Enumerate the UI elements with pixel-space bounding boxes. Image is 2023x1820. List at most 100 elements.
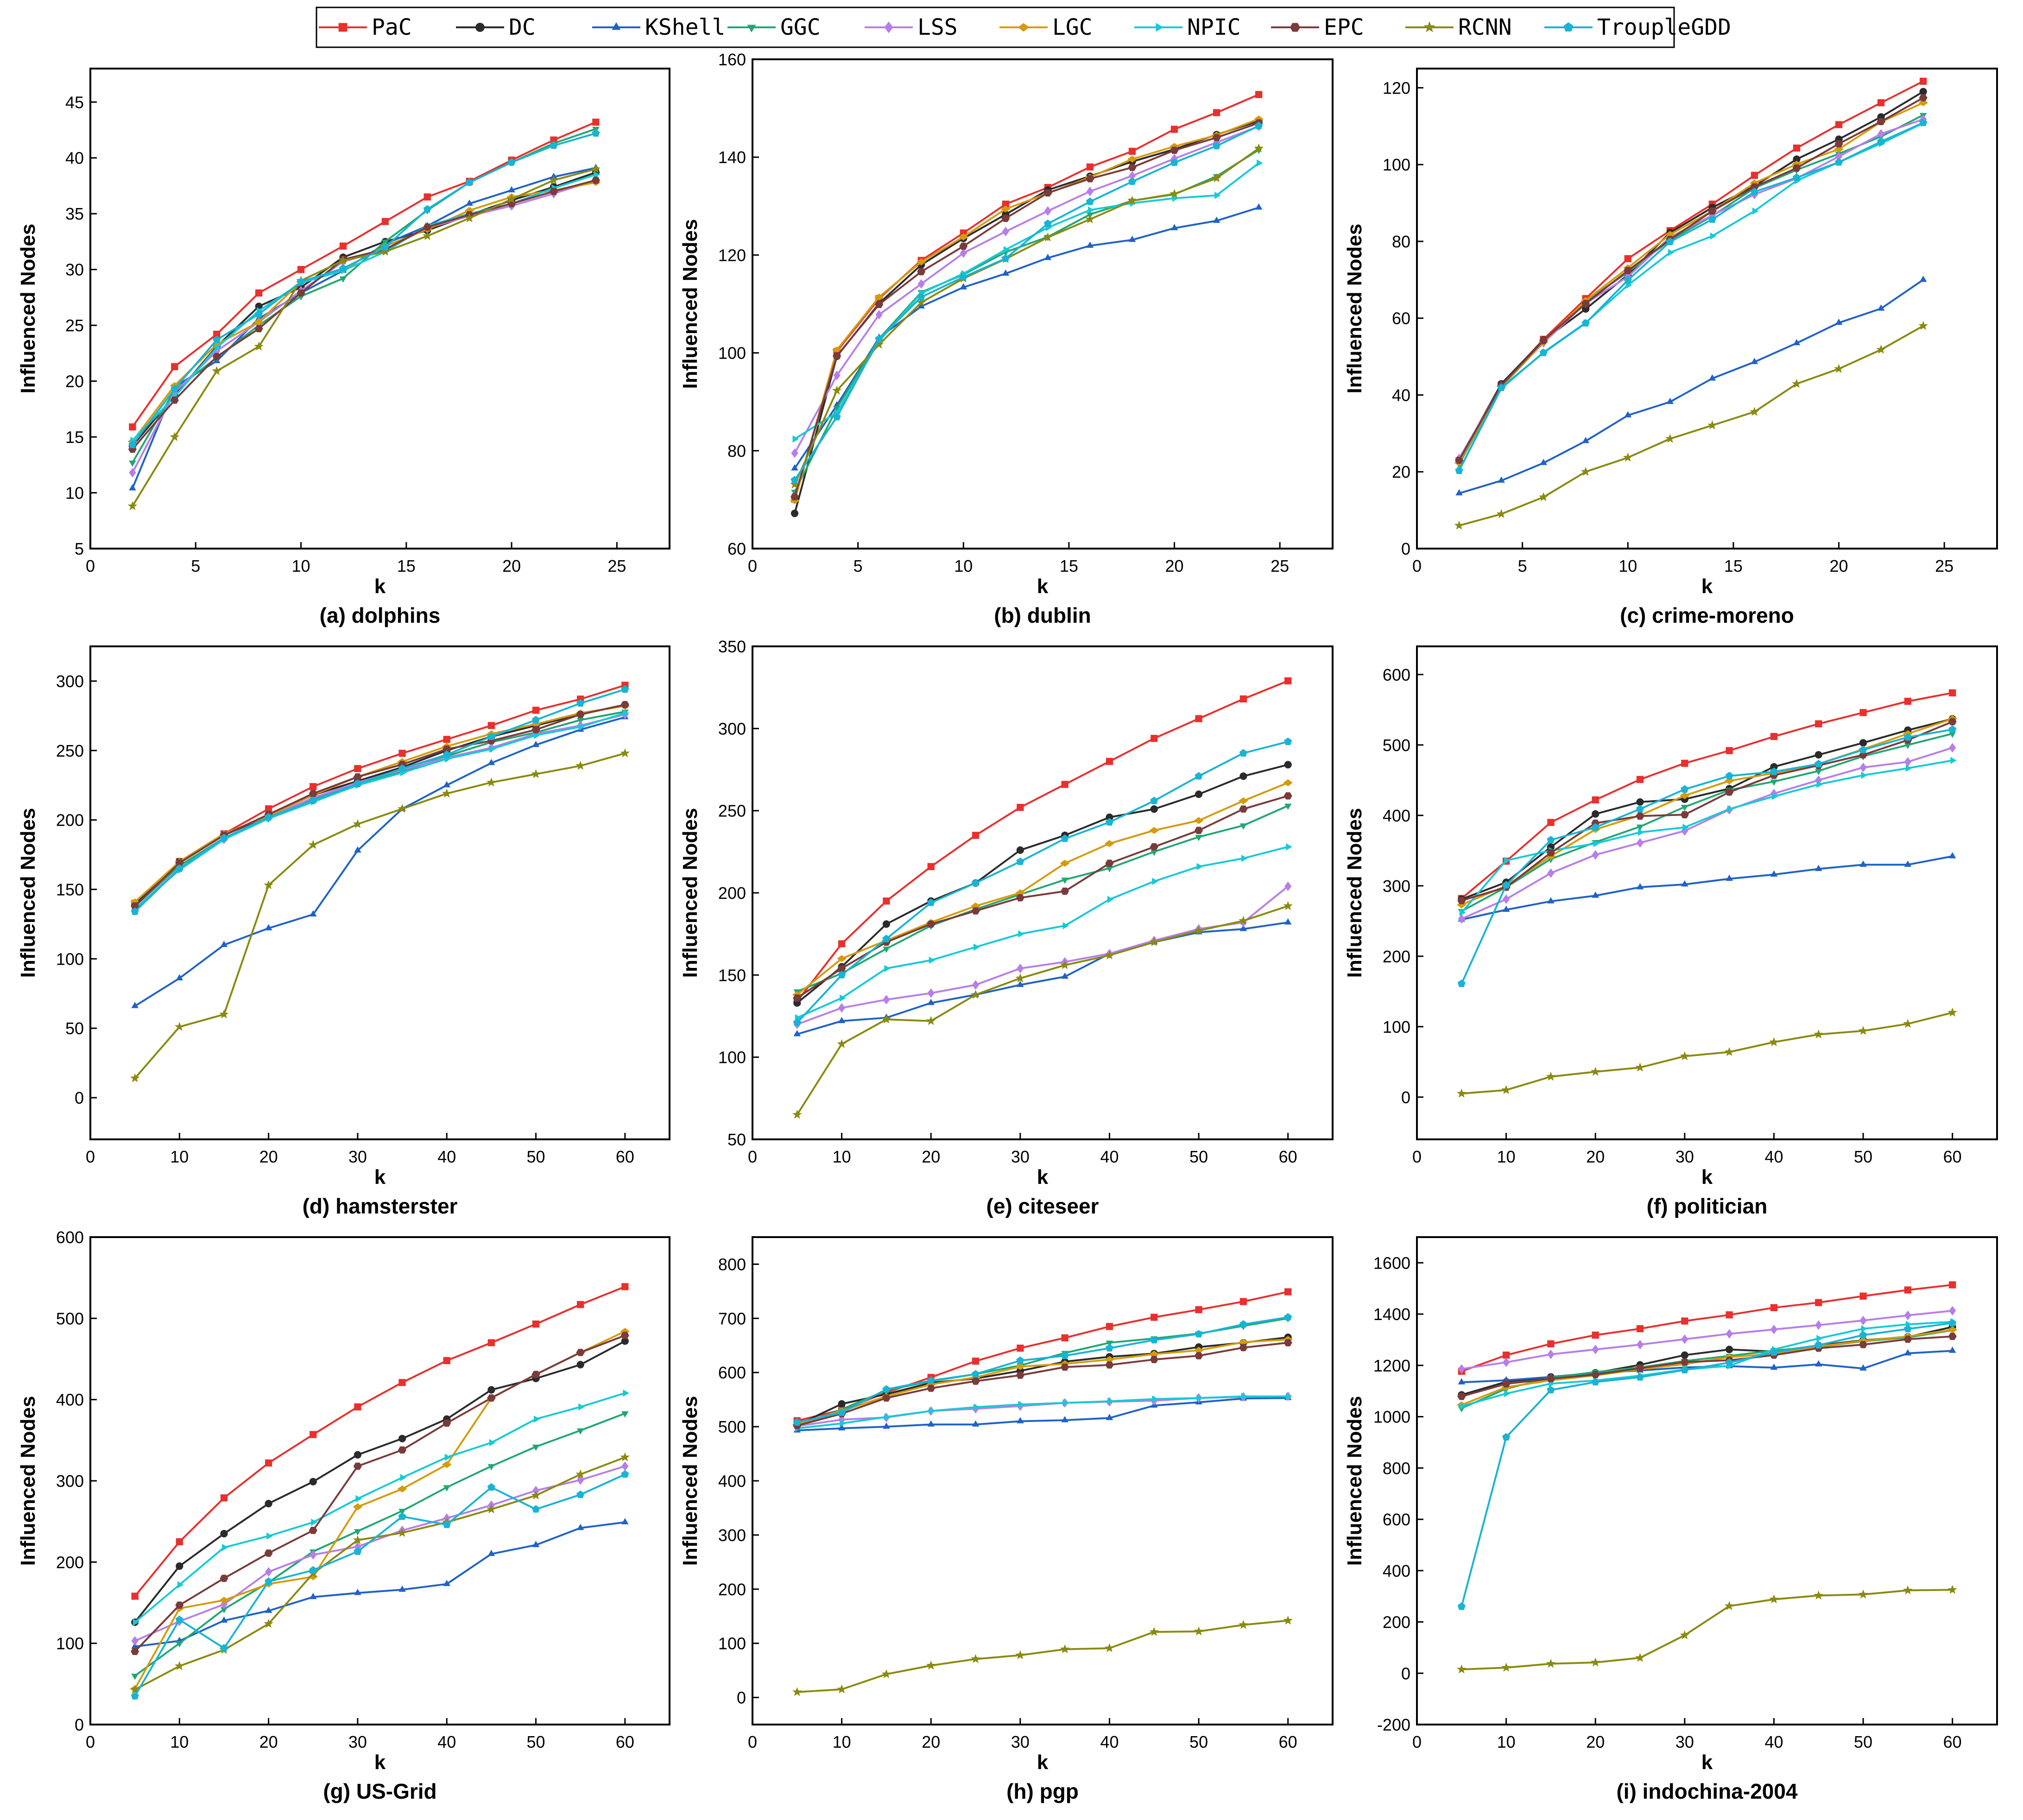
data-point [1061, 1363, 1069, 1371]
x-tick-label: 30 [1011, 1147, 1030, 1166]
data-point [1814, 865, 1822, 871]
y-tick-label: 30 [65, 260, 84, 279]
data-point [578, 1403, 585, 1411]
data-point [175, 1615, 183, 1624]
data-point [1547, 897, 1555, 904]
series-line [132, 173, 596, 441]
data-point [255, 310, 263, 318]
data-point [1770, 763, 1778, 771]
series-line [1460, 728, 1953, 984]
data-point [310, 783, 317, 790]
data-point [1592, 850, 1599, 860]
data-point [1948, 1346, 1956, 1353]
data-point [1000, 205, 1011, 213]
series-line [1461, 1011, 1953, 1095]
data-point [487, 758, 495, 765]
data-point [170, 432, 180, 441]
data-point [1061, 972, 1068, 979]
legend-label: GGC [780, 14, 821, 40]
data-point [255, 289, 263, 297]
data-point [840, 1420, 846, 1427]
series-npic [1457, 119, 1928, 474]
panel-title: (f) politician [1647, 1194, 1768, 1218]
y-tick-label: 800 [718, 1255, 746, 1274]
series-line [1461, 855, 1953, 921]
legend-marker [475, 23, 485, 32]
data-point [1949, 1306, 1956, 1316]
data-point [266, 1532, 273, 1540]
x-tick-label: 30 [1011, 1732, 1030, 1751]
data-point [1105, 1344, 1114, 1352]
y-tick-label: 20 [65, 372, 84, 391]
series-pac [131, 1283, 629, 1600]
legend-item-epc: EPC [1271, 14, 1364, 40]
series-line [797, 1336, 1288, 1426]
data-point [926, 1016, 936, 1025]
data-point [577, 1301, 584, 1308]
data-point [971, 902, 980, 910]
data-point [487, 777, 496, 787]
series-kshell [793, 918, 1292, 1036]
data-point [1457, 897, 1466, 904]
data-point [972, 980, 980, 990]
data-point [487, 722, 495, 729]
data-point [1212, 173, 1221, 183]
data-point [1947, 1585, 1957, 1594]
data-point [443, 1485, 451, 1492]
y-tick-label: 10 [65, 484, 84, 503]
data-point [1539, 348, 1548, 356]
data-point [1793, 339, 1801, 346]
data-point [264, 880, 273, 890]
data-point [1017, 1417, 1024, 1423]
data-point [1172, 195, 1179, 202]
panel-9: 0 10 20 30 40 50 60-20002004006008001000120014… [1343, 1236, 1998, 1803]
data-point [1016, 894, 1024, 902]
data-point [621, 1461, 629, 1471]
data-point [1750, 407, 1759, 416]
data-point [1858, 1026, 1868, 1035]
data-point [917, 293, 925, 301]
y-tick-label: 35 [65, 204, 84, 223]
series-trouplegdd [131, 685, 629, 915]
series-ggc [1455, 113, 1927, 468]
data-point [1591, 1371, 1600, 1378]
data-point [1724, 777, 1734, 784]
data-point [171, 385, 179, 392]
data-point [254, 341, 264, 351]
data-point [1086, 175, 1094, 183]
series-line [134, 1521, 626, 1648]
data-point [1016, 1356, 1024, 1364]
data-point [1814, 1590, 1824, 1600]
x-tick-label: 10 [170, 1732, 189, 1751]
panel-title: (d) hamsterster [303, 1194, 458, 1218]
y-tick-label: 120 [1383, 78, 1410, 97]
data-point [793, 1418, 801, 1426]
data-point [1948, 731, 1956, 738]
y-tick-label: 100 [718, 1634, 746, 1653]
data-point [1904, 697, 1912, 705]
data-point [1241, 854, 1248, 862]
series-ggc [131, 1411, 629, 1680]
data-point [927, 863, 935, 870]
data-point [576, 1523, 584, 1530]
data-point [1455, 466, 1463, 474]
data-point [974, 943, 980, 951]
data-point [1151, 734, 1158, 742]
data-point [927, 1420, 935, 1427]
data-point [487, 1386, 495, 1394]
data-point [790, 493, 799, 500]
data-point [1547, 1385, 1555, 1394]
x-tick-label: 5 [1518, 556, 1527, 575]
x-tick-label: 50 [527, 1147, 545, 1166]
series-lgc [790, 115, 1264, 505]
data-point [1459, 1403, 1466, 1410]
y-tick-label: 120 [718, 246, 746, 265]
data-point [532, 1320, 540, 1328]
series-line [134, 1334, 626, 1652]
data-point [1502, 1352, 1510, 1359]
series-line [132, 168, 596, 507]
data-point [1105, 840, 1114, 847]
y-axis-label: Influenced Nodes [679, 219, 702, 389]
data-point [353, 1535, 363, 1544]
